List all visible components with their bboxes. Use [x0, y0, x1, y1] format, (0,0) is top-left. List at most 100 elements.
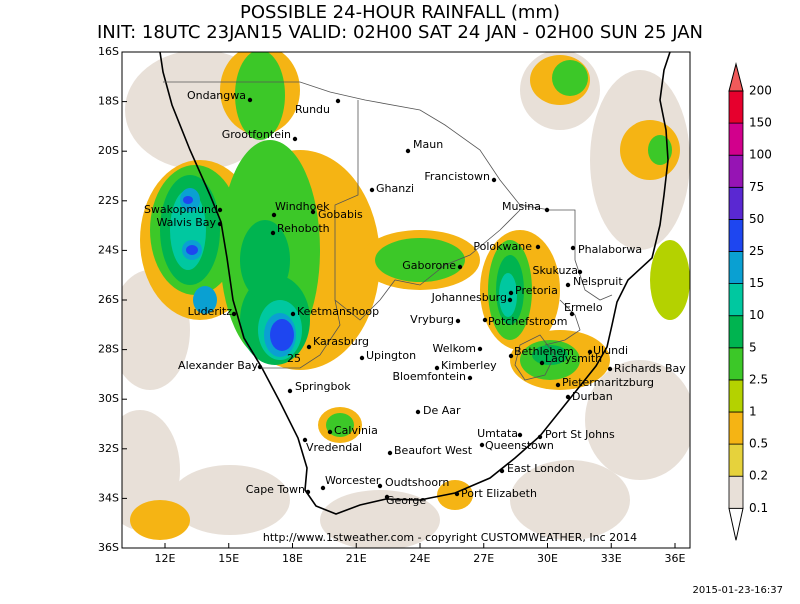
- colorbar-label: 50: [749, 212, 764, 226]
- city-label: Polokwane: [473, 240, 532, 253]
- colorbar-cap: [728, 62, 744, 92]
- city-dot: [577, 269, 583, 275]
- colorbar-label: 2.5: [749, 372, 768, 386]
- colorbar-segment: [728, 475, 744, 509]
- colorbar-segment: [728, 218, 744, 252]
- rain-area: [650, 240, 690, 320]
- city-label: Skukuza: [532, 264, 578, 277]
- city-label: Durban: [572, 390, 613, 403]
- lat-label: 18S: [98, 95, 119, 108]
- city-label: Vryburg: [410, 313, 454, 326]
- lat-label: 20S: [98, 144, 119, 157]
- city-label: Walvis Bay: [156, 216, 216, 229]
- city-label: Gobabis: [318, 208, 363, 221]
- city-label: Worcester: [325, 474, 381, 487]
- city-label: Umtata: [477, 427, 518, 440]
- city-dot: [539, 360, 545, 366]
- colorbar-label: 0.1: [749, 501, 768, 515]
- city-label: Pretoria: [515, 284, 558, 297]
- rain-area: [193, 286, 217, 314]
- city-dot: [565, 394, 571, 400]
- rain-area: [326, 413, 354, 437]
- rain-area: [240, 220, 290, 300]
- city-label: Cape Town: [246, 483, 305, 496]
- rain-area: [320, 490, 440, 548]
- city-label: Ghanzi: [376, 182, 414, 195]
- rain-area: [510, 460, 630, 540]
- city-dot: [507, 297, 513, 303]
- colorbar-segment: [728, 411, 744, 445]
- city-dot: [415, 409, 421, 415]
- city-label: Windhoek: [275, 200, 330, 213]
- city-dot: [369, 187, 375, 193]
- city-dot: [457, 264, 463, 270]
- lon-label: 33E: [601, 552, 622, 565]
- rain-area: [122, 410, 180, 530]
- coastline: [159, 52, 671, 515]
- rain-area: [270, 319, 294, 351]
- lat-label: 28S: [98, 343, 119, 356]
- city-label: Luderitz: [188, 305, 233, 318]
- title: POSSIBLE 24-HOUR RAINFALL (mm): [240, 2, 560, 23]
- city-dot: [257, 364, 263, 370]
- city-label: Johannesburg: [431, 291, 507, 304]
- city-label: Queenstown: [485, 439, 554, 452]
- city-label: Vredendal: [306, 441, 362, 454]
- city-label: Alexander Bay: [178, 359, 258, 372]
- borders: [163, 81, 613, 381]
- lon-label: 21E: [346, 552, 367, 565]
- city-dot: [387, 450, 393, 456]
- city-label: Ulundi: [593, 344, 628, 357]
- city-label: Ondangwa: [187, 89, 246, 102]
- city-label: Grootfontein: [222, 128, 291, 141]
- colorbar-segment: [728, 379, 744, 413]
- colorbar-label: 100: [749, 148, 772, 162]
- colorbar-segment: [728, 315, 744, 349]
- city-dot: [305, 489, 311, 495]
- lon-label: 36E: [665, 552, 686, 565]
- city-label: Ladysmith: [545, 352, 602, 365]
- rain-area: [170, 465, 290, 535]
- rain-area: [235, 52, 285, 140]
- lat-label: 16S: [98, 45, 119, 58]
- colorbar-segment: [728, 347, 744, 381]
- city-dot: [405, 148, 411, 154]
- city-label: Richards Bay: [614, 362, 686, 375]
- city-dot: [479, 442, 485, 448]
- city-label: Potchefstroom: [488, 315, 567, 328]
- city-label: East London: [507, 462, 575, 475]
- city-dot: [217, 221, 223, 227]
- city-dot: [570, 245, 576, 251]
- city-dot: [271, 212, 277, 218]
- city-dot: [477, 346, 483, 352]
- city-dot: [508, 290, 514, 296]
- city-dot: [587, 349, 593, 355]
- geography: [159, 52, 671, 515]
- city-dot: [231, 311, 237, 317]
- city-dot: [482, 317, 488, 323]
- city-label: Calvinia: [334, 424, 378, 437]
- city-dot: [607, 366, 613, 372]
- city-label: Karasburg: [313, 335, 369, 348]
- city-label: Musina: [502, 200, 541, 213]
- city-label: Kimberley: [441, 359, 497, 372]
- colorbar-label: 150: [749, 116, 772, 130]
- city-dot: [569, 311, 575, 317]
- rain-area: [532, 345, 568, 365]
- city-dot: [491, 177, 497, 183]
- city-dot: [467, 375, 473, 381]
- city-dot: [359, 355, 365, 361]
- city-label: Rehoboth: [277, 222, 330, 235]
- timestamp: 2015-01-23-16:37: [692, 585, 783, 596]
- rain-area: [585, 360, 690, 480]
- city-dot: [499, 468, 505, 474]
- city-label: Oudtshoorn: [385, 476, 449, 489]
- city-label: Gaborone: [402, 259, 456, 272]
- city-label: Port St Johns: [545, 428, 615, 441]
- city-label: Phalaborwa: [578, 243, 642, 256]
- city-label: Nelspruit: [573, 275, 623, 288]
- city-label: Maun: [413, 138, 443, 151]
- city-dot: [565, 282, 571, 288]
- rain-area: [499, 273, 517, 317]
